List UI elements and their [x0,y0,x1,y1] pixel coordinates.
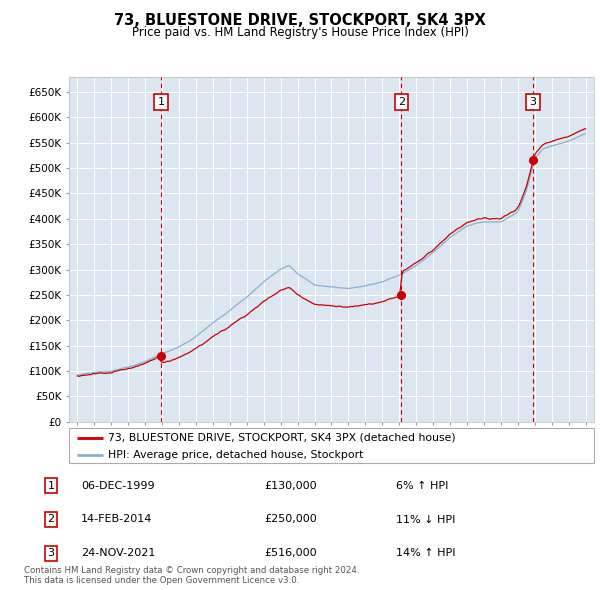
Text: 2: 2 [47,514,55,525]
Text: 73, BLUESTONE DRIVE, STOCKPORT, SK4 3PX (detached house): 73, BLUESTONE DRIVE, STOCKPORT, SK4 3PX … [109,432,456,442]
Text: HPI: Average price, detached house, Stockport: HPI: Average price, detached house, Stoc… [109,450,364,460]
Text: 2: 2 [398,97,405,107]
Text: 14% ↑ HPI: 14% ↑ HPI [396,548,455,558]
Text: 1: 1 [157,97,164,107]
FancyBboxPatch shape [69,428,594,463]
Text: 73, BLUESTONE DRIVE, STOCKPORT, SK4 3PX: 73, BLUESTONE DRIVE, STOCKPORT, SK4 3PX [114,13,486,28]
Text: £130,000: £130,000 [264,481,317,491]
Text: 06-DEC-1999: 06-DEC-1999 [81,481,155,491]
Text: Price paid vs. HM Land Registry's House Price Index (HPI): Price paid vs. HM Land Registry's House … [131,26,469,39]
Text: 6% ↑ HPI: 6% ↑ HPI [396,481,448,491]
Text: 11% ↓ HPI: 11% ↓ HPI [396,514,455,525]
Text: £250,000: £250,000 [264,514,317,525]
Text: 24-NOV-2021: 24-NOV-2021 [81,548,155,558]
Text: 3: 3 [530,97,536,107]
Text: 1: 1 [47,481,55,491]
Text: Contains HM Land Registry data © Crown copyright and database right 2024.
This d: Contains HM Land Registry data © Crown c… [24,566,359,585]
Text: 3: 3 [47,548,55,558]
Text: £516,000: £516,000 [264,548,317,558]
Text: 14-FEB-2014: 14-FEB-2014 [81,514,152,525]
